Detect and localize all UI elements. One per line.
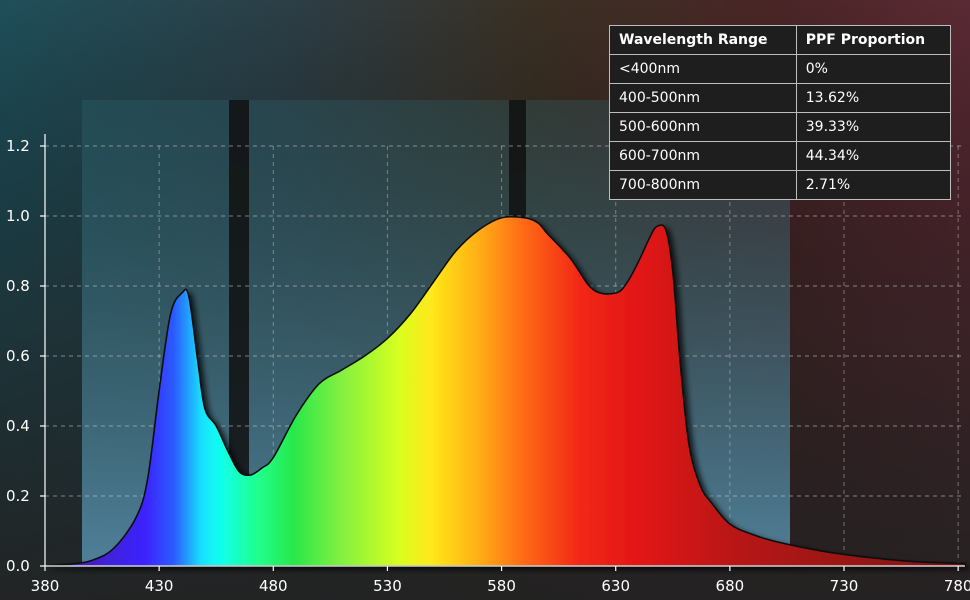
y-tick-label: 0.8 <box>6 277 30 295</box>
ppf-value-cell: 13.62% <box>795 83 952 113</box>
spectrum-curve <box>44 215 966 567</box>
ppf-range-cell: 500-600nm <box>609 112 797 142</box>
x-tick-label: 630 <box>601 577 630 595</box>
y-tick-label: 1.0 <box>6 207 30 225</box>
x-tick-label: 530 <box>373 577 402 595</box>
ppf-table: Wavelength Range PPF Proportion <400nm 0… <box>609 25 952 200</box>
ppf-value-cell: 2.71% <box>795 170 952 200</box>
dark-stripe <box>229 100 249 566</box>
x-tick-label: 580 <box>487 577 516 595</box>
ppf-table-row: 400-500nm 13.62% <box>609 83 952 113</box>
y-tick-label: 1.2 <box>6 137 30 155</box>
ppf-value-cell: 39.33% <box>795 112 952 142</box>
ppf-table-row: 500-600nm 39.33% <box>609 112 952 142</box>
y-tick-label: 0.4 <box>6 417 30 435</box>
ppf-table-header-row: Wavelength Range PPF Proportion <box>609 25 952 55</box>
ppf-table-row: 600-700nm 44.34% <box>609 141 952 171</box>
ppf-range-cell: 400-500nm <box>609 83 797 113</box>
ppf-range-cell: 700-800nm <box>609 170 797 200</box>
x-tick-label: 780 <box>944 577 970 595</box>
y-tick-label: 0.0 <box>6 557 30 575</box>
x-tick-label: 730 <box>830 577 859 595</box>
x-tick-label: 680 <box>716 577 745 595</box>
x-tick-label: 480 <box>259 577 288 595</box>
x-tick-label: 430 <box>145 577 174 595</box>
ppf-table-header: PPF Proportion <box>795 25 952 55</box>
ppf-table-row: <400nm 0% <box>609 54 952 84</box>
y-tick-label: 0.2 <box>6 487 30 505</box>
ppf-value-cell: 44.34% <box>795 141 952 171</box>
axes: 0.0 0.2 0.4 0.6 0.8 1.0 1.2 380 430 480 530 580 630 6… <box>6 134 970 595</box>
ppf-table-row: 700-800nm 2.71% <box>609 170 952 200</box>
ppf-value-cell: 0% <box>795 54 952 84</box>
ppf-table-header: Wavelength Range <box>609 25 797 55</box>
ppf-range-cell: <400nm <box>609 54 797 84</box>
x-tick-label: 380 <box>31 577 60 595</box>
y-tick-label: 0.6 <box>6 347 30 365</box>
ppf-range-cell: 600-700nm <box>609 141 797 171</box>
